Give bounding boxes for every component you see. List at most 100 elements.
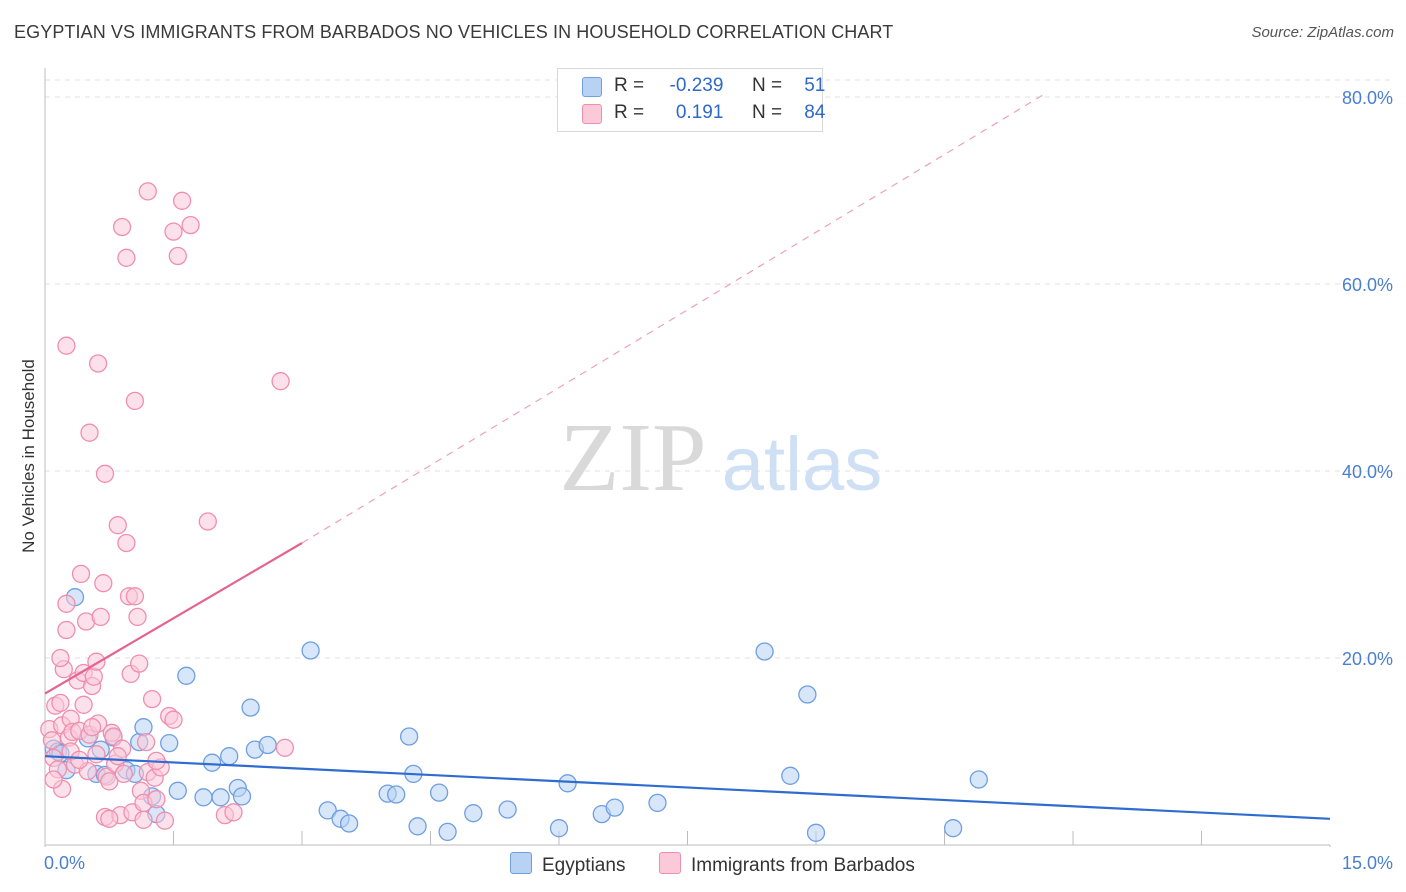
point-egyptians [408, 817, 427, 836]
watermark-zip: ZIP [560, 404, 707, 512]
point-barbados [87, 745, 106, 764]
point-barbados [136, 732, 156, 752]
point-barbados [128, 607, 147, 627]
point-barbados [147, 790, 166, 809]
point-barbados [88, 354, 108, 373]
point-egyptians [438, 822, 457, 842]
point-barbados [125, 391, 145, 411]
point-egyptians [211, 788, 230, 807]
n-value: 51 [804, 75, 826, 96]
r-label: R = [614, 102, 645, 123]
point-barbados [134, 810, 153, 829]
watermark-atlas: atlas [722, 422, 883, 507]
data-points [40, 182, 1331, 842]
point-barbados [70, 750, 89, 770]
point-egyptians [258, 735, 277, 755]
point-barbados [142, 689, 162, 709]
y-axis-label: No Vehicles in Household [19, 359, 38, 553]
point-barbados [198, 512, 217, 531]
point-barbados [51, 693, 70, 713]
bottom-legend-egyptians: Egyptians [510, 852, 625, 877]
point-barbados [172, 191, 192, 210]
point-egyptians [464, 804, 483, 823]
point-barbados [57, 594, 76, 613]
point-barbados [57, 336, 76, 355]
bottom-legend-barbados: Immigrants from Barbados [659, 852, 915, 877]
point-barbados [138, 182, 157, 201]
point-egyptians [318, 801, 337, 820]
r-label: R = [614, 75, 645, 96]
trend-barbados [44, 542, 303, 695]
point-barbados [57, 620, 76, 640]
legend-stats-egyptians: R = -0.239 N = 51 [614, 75, 825, 97]
grid-lines [45, 79, 1395, 659]
n-value: 84 [804, 102, 826, 123]
point-egyptians [806, 823, 826, 842]
point-egyptians [134, 718, 153, 737]
point-barbados [84, 667, 103, 686]
point-barbados [94, 574, 113, 593]
point-egyptians [168, 781, 187, 800]
tick-labels: 20.0% 40.0% 60.0% 80.0% 0.0% 15.0% [44, 88, 1393, 873]
point-egyptians [969, 770, 988, 789]
y-tick-label: 80.0% [1342, 88, 1393, 108]
point-egyptians [798, 685, 817, 704]
point-barbados [125, 587, 145, 606]
axes [44, 68, 1331, 847]
point-barbados [271, 372, 290, 391]
point-egyptians [232, 787, 252, 806]
point-barbados [130, 654, 149, 673]
bottom-legend-swatch-egyptians [510, 852, 532, 874]
point-egyptians [220, 747, 239, 766]
point-egyptians [648, 793, 667, 813]
point-egyptians [202, 753, 222, 772]
stats-legend: R = -0.239 N = 51 R = 0.191 N = 84 [557, 68, 825, 132]
legend-stats-barbados: R = 0.191 N = 84 [614, 102, 825, 124]
y-tick-label: 40.0% [1342, 462, 1393, 482]
n-label: N = [751, 75, 783, 96]
point-egyptians [399, 727, 419, 746]
bottom-legend-swatch-barbados [659, 852, 681, 874]
legend-swatch-egyptians [582, 77, 602, 97]
r-value: -0.239 [669, 75, 724, 96]
point-barbados [80, 423, 99, 442]
point-barbados [114, 764, 133, 784]
point-barbados [71, 564, 91, 584]
point-barbados [100, 772, 119, 791]
y-tick-label: 20.0% [1342, 649, 1393, 669]
point-egyptians [339, 814, 359, 833]
point-egyptians [755, 642, 774, 661]
point-barbados [117, 533, 136, 553]
point-egyptians [498, 800, 517, 819]
point-barbados [181, 215, 200, 235]
n-label: N = [751, 102, 783, 123]
chart-source: Source: ZipAtlas.com [1251, 24, 1394, 41]
trend-egyptians [44, 755, 1331, 820]
point-barbados [164, 710, 183, 729]
point-barbados [108, 747, 127, 766]
point-egyptians [241, 698, 260, 717]
bottom-legend-label-egyptians: Egyptians [542, 855, 626, 876]
point-barbados [224, 803, 243, 822]
point-barbados [51, 648, 70, 668]
point-egyptians [605, 798, 624, 817]
legend-swatch-barbados [582, 104, 602, 124]
x-tick-label-max: 15.0% [1342, 853, 1393, 873]
point-egyptians [177, 666, 196, 685]
x-tick-label-min: 0.0% [44, 853, 85, 873]
point-barbados [117, 248, 136, 267]
point-barbados [74, 695, 93, 714]
point-barbados [112, 217, 132, 237]
point-egyptians [558, 774, 577, 793]
y-tick-label: 60.0% [1342, 275, 1393, 295]
bottom-legend-label-barbados: Immigrants from Barbados [691, 855, 915, 876]
watermark: ZIP atlas [560, 404, 883, 512]
point-egyptians [160, 733, 179, 753]
point-egyptians [781, 766, 800, 785]
point-barbados [91, 607, 110, 627]
point-barbados [108, 516, 127, 535]
point-egyptians [943, 819, 963, 838]
trend-barbados-extension [301, 91, 1048, 544]
chart-title: EGYPTIAN VS IMMIGRANTS FROM BARBADOS NO … [14, 22, 894, 42]
